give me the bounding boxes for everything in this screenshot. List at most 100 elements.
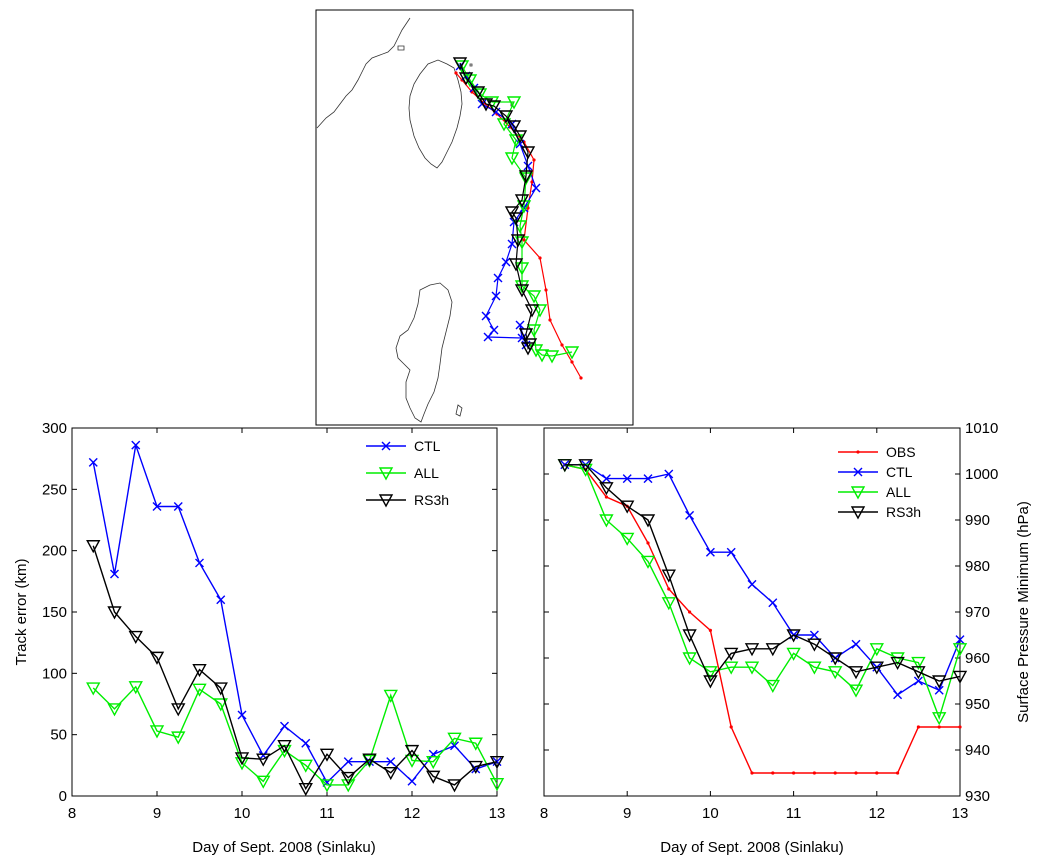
pressure-ytick-label-940: 940 xyxy=(965,742,990,759)
pressure-point-ctl-3-stroke-b xyxy=(622,474,632,484)
pressure-point-rs3h-5 xyxy=(661,569,676,583)
pressure-xtick-label-8: 8 xyxy=(540,805,548,822)
map-point-rs3h-13 xyxy=(510,234,526,248)
pressure-point-rs3h-3 xyxy=(620,500,635,514)
track-error-point-rs3h-3 xyxy=(149,651,165,665)
pressure-point-ctl-9-stroke-b xyxy=(747,579,757,589)
pressure-ytick-label-1000: 1000 xyxy=(965,466,998,483)
track-error-point-rs3h-13 xyxy=(362,753,377,767)
track-error-point-all-3 xyxy=(149,725,165,739)
pressure-legend: OBS CTL ALL RS3h xyxy=(838,444,921,520)
pressure-point-all-9 xyxy=(744,661,760,675)
map-point-all-13 xyxy=(514,280,530,294)
pressure-point-ctl-2 xyxy=(601,474,611,484)
track-error-point-ctl-0-stroke-b xyxy=(88,457,98,467)
map-point-ctl-7 xyxy=(523,161,533,171)
pressure-point-ctl-7-stroke-b xyxy=(705,547,715,557)
pressure-point-ctl-19-stroke-b xyxy=(955,635,965,645)
pressure-ylabel: Surface Pressure Minimum (hPa) xyxy=(1015,501,1032,723)
pressure-point-obs-2 xyxy=(604,495,609,499)
pressure-series-rs3h xyxy=(557,459,968,689)
track-error-point-rs3h-12 xyxy=(341,771,356,786)
track-error-point-all-0 xyxy=(86,682,101,696)
track-error-ytick-label-0: 0 xyxy=(59,788,67,805)
pressure-point-all-2 xyxy=(599,514,614,528)
pressure-point-ctl-3 xyxy=(622,474,632,484)
track-error-point-all-12 xyxy=(341,779,356,793)
track-error-point-all-16 xyxy=(426,755,441,770)
track-error-point-ctl-2 xyxy=(131,440,141,450)
pressure-point-obs-12 xyxy=(812,771,817,775)
pressure-point-rs3h-14 xyxy=(848,666,864,680)
track-error-point-ctl-12-stroke-b xyxy=(343,757,353,767)
pressure-point-ctl-12-stroke-b xyxy=(809,630,819,640)
track-error-series xyxy=(86,440,505,797)
map-point-rs3h-2 xyxy=(470,86,486,100)
track-error-point-ctl-15-stroke-b xyxy=(407,776,417,786)
map-point-ctl-15 xyxy=(481,311,491,321)
map-point-rs3h-19 xyxy=(522,338,538,352)
track-error-point-ctl-2-stroke-b xyxy=(131,440,141,450)
map-point-rs3h-14 xyxy=(508,258,524,272)
track-error-point-rs3h-8 xyxy=(256,753,271,767)
pressure-legend-label-ctl: CTL xyxy=(886,464,913,480)
map-point-obs-16 xyxy=(579,376,583,380)
pressure-xtick-label-12: 12 xyxy=(868,805,885,822)
pressure-legend-item-all: ALL xyxy=(838,484,911,500)
map-point-obs-15 xyxy=(570,360,574,364)
track-error-point-rs3h-6 xyxy=(213,682,228,696)
pressure-point-rs3h-12 xyxy=(807,638,822,652)
map-point-obs-11 xyxy=(538,256,542,260)
track-error-legend-marker-all xyxy=(378,467,394,481)
track-error-point-ctl-1 xyxy=(110,569,119,579)
pressure-point-rs3h-11 xyxy=(786,629,801,643)
pressure-point-ctl-16-stroke-b xyxy=(893,690,903,700)
pressure-ytick-label-980: 980 xyxy=(965,558,990,575)
pressure-point-obs-14 xyxy=(854,771,858,775)
coastline-island-small-2 xyxy=(469,63,473,67)
track-error-point-ctl-6 xyxy=(216,595,226,605)
track-error-point-rs3h-17 xyxy=(447,779,462,793)
pressure-legend-marker-all xyxy=(850,486,866,500)
pressure-point-rs3h-2 xyxy=(599,482,614,496)
pressure-point-rs3h-13 xyxy=(828,652,843,666)
map-point-all-2 xyxy=(472,88,488,102)
map-point-ctl-8-stroke-b xyxy=(531,183,541,193)
track-error-point-rs3h-5 xyxy=(192,663,207,678)
pressure-point-rs3h-10 xyxy=(765,643,780,657)
pressure-legend-label-rs3h: RS3h xyxy=(886,504,921,520)
track-error-point-rs3h-1 xyxy=(107,606,122,620)
track-error-ytick-label-100: 100 xyxy=(42,665,67,682)
track-error-point-rs3h-7 xyxy=(234,752,250,766)
track-error-point-all-10 xyxy=(298,759,313,773)
track-error-xtick-label-11: 11 xyxy=(319,805,335,822)
pressure-point-obs-7 xyxy=(708,628,713,633)
pressure-xtick-label-9: 9 xyxy=(623,805,631,822)
pressure-point-obs-13 xyxy=(833,771,837,775)
pressure-point-ctl-4 xyxy=(643,474,653,484)
map-point-ctl-17-stroke-b xyxy=(483,332,493,342)
pressure-point-rs3h-9 xyxy=(744,643,760,657)
coastline-island-south-small xyxy=(455,404,463,417)
track-error-legend-label-all: ALL xyxy=(414,465,439,481)
map-point-ctl-16-stroke-b xyxy=(489,325,499,335)
track-error-point-rs3h-19 xyxy=(489,755,505,770)
pressure-legend-label-obs: OBS xyxy=(886,444,916,460)
pressure-point-rs3h-16 xyxy=(890,656,905,671)
map-point-obs-7 xyxy=(532,158,536,162)
track-error-point-ctl-7 xyxy=(237,710,247,720)
track-error-point-ctl-14-stroke-b xyxy=(386,757,396,767)
pressure-point-ctl-8 xyxy=(726,547,736,557)
track-error-point-ctl-15 xyxy=(407,776,417,786)
pressure-point-all-3 xyxy=(620,532,635,546)
pressure-point-rs3h-8 xyxy=(724,647,739,661)
pressure-legend-marker-ctl xyxy=(853,467,863,477)
track-error-legend-marker-rs3h xyxy=(378,494,394,508)
map-point-ctl-12 xyxy=(501,257,511,267)
pressure-ytick-label-950: 950 xyxy=(965,696,990,713)
map-point-ctl-14-stroke-b xyxy=(491,291,501,301)
track-error-point-ctl-12 xyxy=(343,757,353,767)
pressure-point-ctl-17 xyxy=(913,676,923,686)
